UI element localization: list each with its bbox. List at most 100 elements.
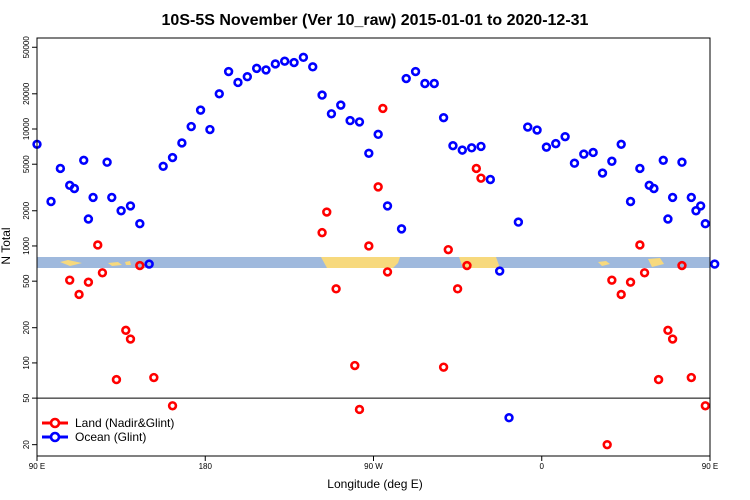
y-tick-label: 10000 <box>22 117 31 140</box>
ocean-point <box>686 192 697 203</box>
land-point <box>74 289 84 300</box>
ocean-point <box>102 157 112 167</box>
ocean-point <box>298 52 309 63</box>
ocean-point <box>569 158 580 168</box>
legend-land: Land (Nadir&Glint) <box>42 416 174 430</box>
land-point <box>686 372 697 383</box>
ocean-point <box>401 73 411 84</box>
land-point <box>322 207 332 217</box>
ocean-point <box>186 121 196 132</box>
land-point <box>149 372 159 383</box>
ocean-point <box>560 131 570 142</box>
land-point <box>616 289 626 300</box>
legend-marker <box>49 417 61 429</box>
ocean-point <box>69 183 80 194</box>
ocean-point <box>373 129 383 140</box>
ocean-point <box>116 206 126 216</box>
legend-label: Land (Nadir&Glint) <box>75 416 174 430</box>
ocean-point <box>663 214 673 224</box>
ocean-point <box>144 259 154 269</box>
ocean-point <box>55 163 66 174</box>
ocean-point <box>541 142 552 152</box>
ocean-point <box>83 214 94 224</box>
land-point <box>625 277 636 287</box>
y-tick-label: 500 <box>22 274 31 288</box>
ocean-point <box>691 206 701 216</box>
y-tick-label: 5000 <box>22 155 31 173</box>
land-point <box>354 404 365 415</box>
ocean-point <box>396 224 407 234</box>
ocean-point <box>336 100 346 110</box>
ocean-point <box>125 201 136 211</box>
map-land-patch <box>598 261 610 266</box>
land-point <box>378 103 388 114</box>
ocean-point <box>223 66 234 77</box>
ocean-point <box>616 139 626 150</box>
legend: Land (Nadir&Glint)Ocean (Glint) <box>42 416 174 444</box>
ocean-point <box>251 63 262 74</box>
ocean-point <box>79 155 89 166</box>
ocean-point <box>326 109 337 119</box>
land-point <box>607 275 617 285</box>
land-point <box>700 401 711 411</box>
ocean-point <box>158 161 168 171</box>
y-tick-label: 200 <box>22 320 31 334</box>
legend-marker <box>49 431 61 443</box>
x-tick-label: 0 <box>540 462 545 471</box>
x-tick-label: 180 <box>199 462 213 471</box>
land-point <box>462 260 472 271</box>
land-point <box>639 268 650 278</box>
land-point <box>667 334 678 344</box>
legend-label: Ocean (Glint) <box>75 430 146 444</box>
ocean-point <box>513 217 524 227</box>
map-land-patch <box>321 257 400 268</box>
land-point <box>364 241 374 251</box>
land-point <box>382 267 393 277</box>
land-point <box>476 173 486 183</box>
ocean-point <box>205 124 215 135</box>
ocean-point <box>233 77 243 88</box>
ocean-point <box>494 266 505 276</box>
ocean-point <box>523 122 533 132</box>
x-axis: 90 E 180 90 W 0 90 E <box>29 456 718 471</box>
ocean-point <box>214 89 224 99</box>
ocean-point <box>551 138 561 149</box>
ocean-point <box>635 163 645 174</box>
ocean-point <box>46 196 56 207</box>
ocean-point <box>135 219 145 229</box>
y-axis: 20 50 100 200 500 1000 2000 5000 10000 20000 50000 <box>22 36 37 449</box>
land-point <box>663 325 673 336</box>
land-point <box>135 260 145 271</box>
x-tick-label: 90 W <box>364 462 383 471</box>
land-point <box>83 277 94 287</box>
land-point <box>452 284 463 294</box>
ocean-point <box>420 78 430 89</box>
land-point <box>438 362 449 372</box>
land-point <box>635 240 645 250</box>
land-point <box>317 227 327 238</box>
land-point <box>121 325 131 336</box>
ocean-point <box>88 192 98 203</box>
ocean-point <box>242 72 253 82</box>
ocean-point <box>466 143 477 153</box>
ocean-point <box>354 117 365 127</box>
ocean-point <box>308 62 318 72</box>
land-point <box>93 240 103 250</box>
ocean-point <box>457 145 467 155</box>
ocean-point <box>382 201 393 211</box>
ocean-point <box>700 219 711 229</box>
land-point <box>602 439 612 450</box>
land-point <box>331 284 341 294</box>
y-tick-label: 20 <box>22 440 31 449</box>
ocean-point <box>532 125 542 135</box>
ocean-point <box>364 148 374 158</box>
ocean-point <box>658 155 668 166</box>
ocean-point <box>597 168 608 178</box>
ocean-point <box>195 105 206 115</box>
y-tick-label: 2000 <box>22 201 31 219</box>
ocean-point <box>625 196 636 207</box>
ocean-point <box>667 192 678 203</box>
y-axis-label: N Total <box>0 227 13 264</box>
ocean-point <box>270 59 281 69</box>
